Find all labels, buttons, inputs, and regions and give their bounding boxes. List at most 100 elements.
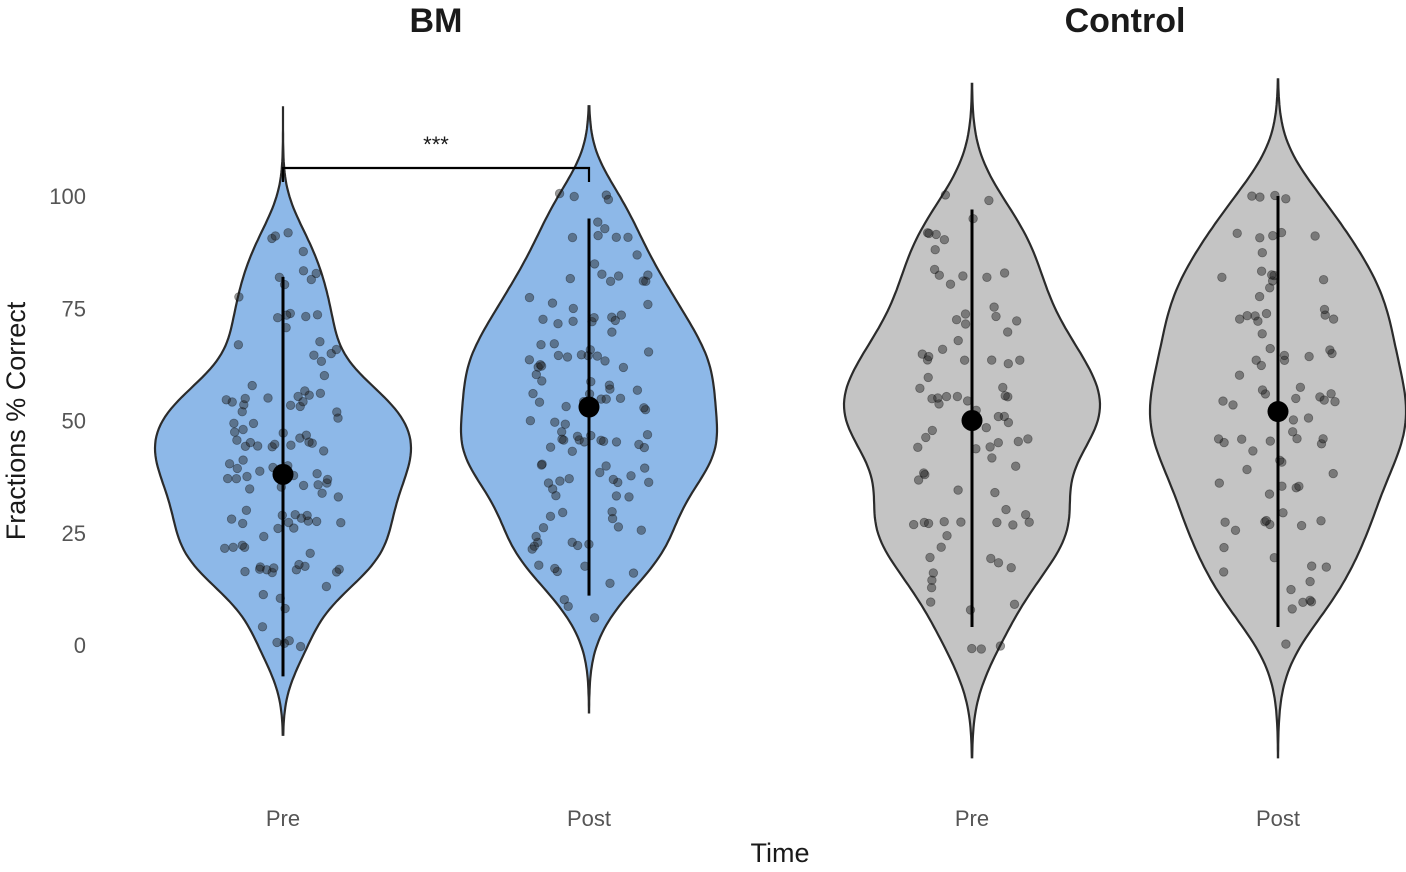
- data-point: [921, 432, 931, 443]
- data-point: [639, 442, 650, 453]
- data-point: [313, 480, 323, 490]
- data-point: [1305, 595, 1315, 606]
- data-point: [993, 438, 1004, 448]
- data-point: [1000, 391, 1010, 401]
- data-point: [301, 430, 312, 440]
- data-point: [569, 191, 579, 202]
- data-point: [315, 337, 325, 347]
- data-point: [1296, 520, 1307, 531]
- data-point: [919, 468, 929, 478]
- data-point: [613, 271, 624, 281]
- data-point: [259, 531, 269, 542]
- data-point: [322, 474, 333, 485]
- data-point: [552, 566, 563, 577]
- data-point: [331, 344, 342, 355]
- data-point: [937, 344, 948, 355]
- data-point: [913, 442, 923, 453]
- data-point: [945, 279, 956, 289]
- data-point: [573, 540, 583, 551]
- data-point: [559, 595, 570, 605]
- data-point: [572, 431, 583, 442]
- data-point: [930, 244, 940, 255]
- y-axis-title: Fractions % Correct: [1, 301, 31, 540]
- data-point: [604, 380, 615, 390]
- data-point: [1268, 230, 1278, 241]
- data-point: [293, 391, 303, 402]
- data-point: [291, 565, 302, 575]
- data-point: [527, 544, 537, 554]
- data-point: [267, 442, 277, 452]
- data-point: [232, 463, 243, 474]
- data-point: [232, 435, 242, 445]
- data-point: [951, 315, 962, 325]
- mean-point: [272, 463, 294, 485]
- data-point: [285, 308, 296, 319]
- data-point: [302, 510, 312, 521]
- data-point: [1260, 517, 1270, 527]
- data-point: [536, 361, 547, 371]
- data-point: [1009, 599, 1020, 610]
- data-point: [304, 437, 314, 447]
- data-point: [933, 393, 943, 403]
- data-point: [524, 355, 535, 365]
- data-point: [928, 568, 939, 578]
- data-point: [524, 292, 535, 303]
- data-point: [600, 223, 610, 234]
- data-point: [998, 382, 1008, 393]
- summary-layer: [272, 196, 1289, 677]
- data-point: [253, 441, 263, 451]
- data-point: [1306, 597, 1317, 607]
- data-point: [953, 335, 963, 346]
- data-point: [958, 271, 968, 281]
- data-point: [1265, 436, 1276, 446]
- data-point: [551, 491, 561, 501]
- data-point: [913, 475, 924, 485]
- data-point: [567, 446, 578, 457]
- x-tick-label-control-post: Post: [1256, 806, 1300, 831]
- panel-title-bm: BM: [410, 2, 463, 40]
- data-point: [326, 348, 336, 359]
- data-point: [923, 518, 934, 529]
- data-point: [538, 523, 549, 533]
- data-point: [1232, 228, 1242, 239]
- data-point: [234, 292, 244, 302]
- data-point: [640, 463, 650, 473]
- data-point: [237, 518, 248, 529]
- data-point: [319, 370, 330, 381]
- data-point: [545, 442, 556, 452]
- data-point: [982, 272, 992, 283]
- data-point: [934, 399, 944, 409]
- data-point: [1260, 389, 1271, 399]
- data-point: [1228, 400, 1238, 410]
- data-point: [1003, 359, 1014, 369]
- data-point: [536, 340, 546, 350]
- data-point: [1287, 604, 1297, 614]
- data-point: [1012, 316, 1022, 326]
- data-point: [240, 566, 250, 577]
- data-point: [296, 513, 307, 523]
- data-point: [922, 228, 933, 238]
- data-point: [262, 565, 272, 575]
- data-point: [596, 394, 606, 404]
- data-point: [263, 393, 273, 403]
- data-point: [1219, 542, 1229, 553]
- data-point: [257, 622, 268, 632]
- data-point: [564, 474, 574, 484]
- data-point: [317, 488, 327, 498]
- data-point: [298, 246, 309, 257]
- data-point: [1264, 489, 1275, 499]
- data-point: [562, 352, 573, 362]
- data-point: [227, 397, 237, 407]
- data-point: [240, 441, 251, 452]
- data-point: [632, 250, 642, 260]
- data-point: [1256, 360, 1267, 371]
- data-point: [634, 439, 644, 450]
- data-point: [219, 543, 230, 554]
- data-point: [528, 388, 538, 399]
- data-point: [1316, 516, 1326, 526]
- data-point: [311, 268, 321, 279]
- data-point: [537, 459, 547, 469]
- data-point: [543, 478, 554, 488]
- data-point: [534, 560, 544, 570]
